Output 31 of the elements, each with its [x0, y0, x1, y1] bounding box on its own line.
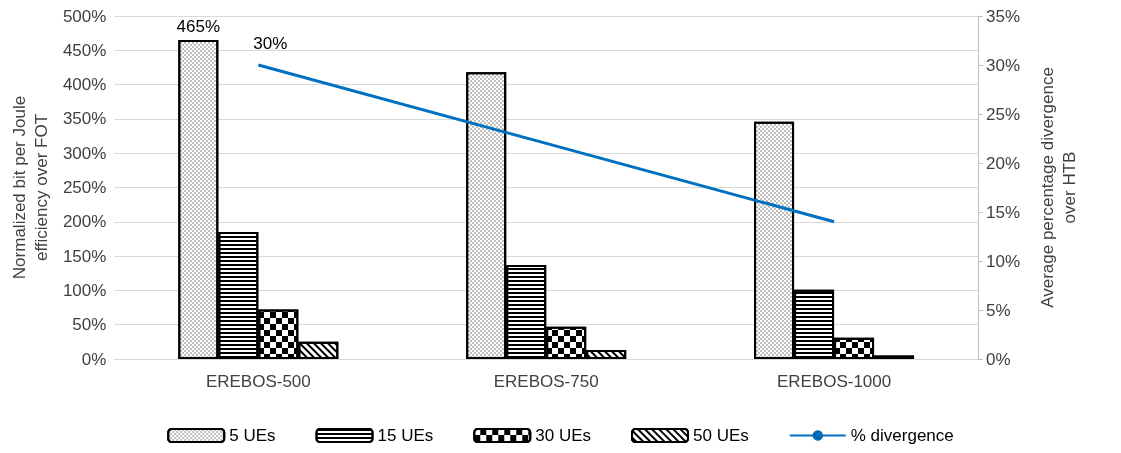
legend-label: 50 UEs: [693, 426, 749, 445]
y2-tick-label: 20%: [986, 153, 1021, 173]
x-tick-label: EREBOS-1000: [776, 372, 892, 391]
legend-label: % divergence: [850, 426, 954, 445]
y-tick-label: 350%: [62, 109, 107, 129]
x-tick-label: EREBOS-750: [493, 372, 599, 391]
y2-tick-label: 30%: [986, 55, 1021, 75]
y2-tick-label: 10%: [986, 251, 1021, 271]
y2-tick-label: 15%: [986, 202, 1021, 222]
x-tick-label: EREBOS-500: [205, 372, 311, 391]
y-tick-label: 50%: [72, 315, 107, 335]
y-tick-label: 450%: [62, 40, 107, 60]
y-tick-label: 500%: [62, 6, 107, 26]
y-tick-label: 200%: [62, 212, 107, 232]
y-tick-label: 100%: [62, 280, 107, 300]
y-tick-label: 0%: [81, 349, 107, 369]
y2-axis-title: Average percentage divergence over HTB: [1037, 67, 1079, 308]
legend-label: 5 UEs: [229, 426, 276, 445]
legend-label: 15 UEs: [377, 426, 434, 445]
y-tick-label: 150%: [62, 246, 107, 266]
y2-tick-label: 35%: [986, 6, 1021, 26]
data-label: 30%: [253, 34, 288, 53]
y-tick-label: 400%: [62, 75, 107, 95]
legend-label: 30 UEs: [535, 426, 592, 445]
y2-tick-label: 0%: [986, 349, 1011, 369]
y2-tick-label: 25%: [986, 104, 1021, 124]
y2-tick-label: 5%: [986, 300, 1011, 320]
data-label: 465%: [176, 17, 221, 37]
y-tick-label: 300%: [62, 143, 107, 163]
y-tick-label: 250%: [62, 178, 107, 197]
y-axis-title: Normalized bit per Joule efficiency over FOT: [9, 95, 51, 280]
